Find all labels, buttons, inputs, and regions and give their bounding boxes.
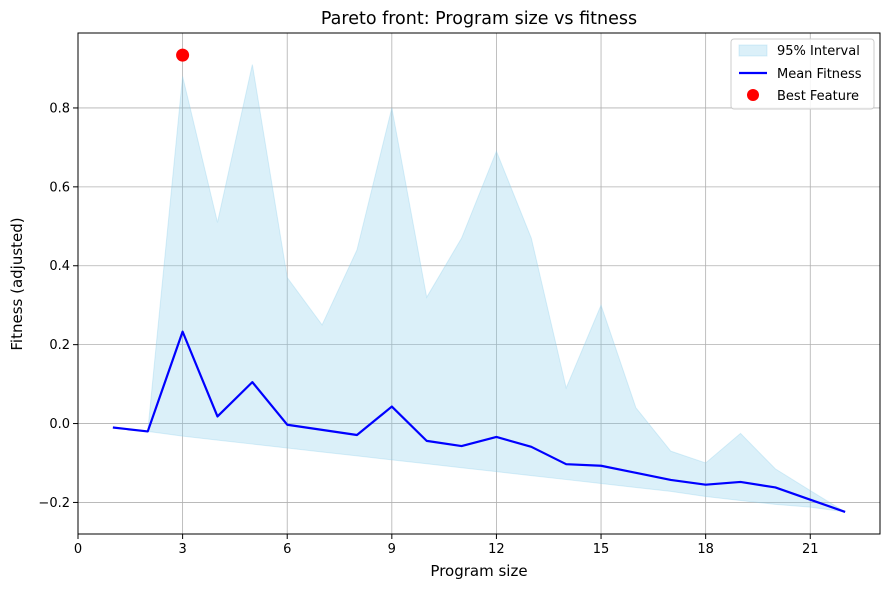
best-point-layer [176, 48, 190, 62]
x-axis-ticks: 0 3 6 9 12 15 18 21 [74, 534, 819, 557]
grid [77, 33, 880, 534]
chart-title: Pareto front: Program size vs fitness [321, 9, 637, 29]
legend-label-best: Best Feature [777, 89, 859, 104]
mean-fitness-line [112, 330, 846, 513]
x-tick-label: 6 [283, 542, 291, 557]
legend: 95% Interval Mean Fitness Best Feature [730, 38, 875, 110]
x-tick-label: 3 [178, 542, 186, 557]
y-tick-label: 0.8 [49, 101, 70, 116]
x-tick-label: 15 [593, 542, 610, 557]
plot-frame [77, 32, 881, 535]
x-tick-label: 21 [802, 542, 819, 557]
legend-label-mean: Mean Fitness [777, 67, 862, 82]
y-axis-ticks: −0.2 0.0 0.2 0.4 0.6 0.8 [38, 101, 78, 511]
x-axis-label: Program size [430, 562, 527, 580]
y-tick-label: 0.0 [49, 417, 70, 432]
x-tick-label: 0 [74, 542, 82, 557]
y-tick-label: 0.2 [49, 338, 70, 353]
x-tick-label: 9 [388, 542, 396, 557]
y-tick-label: 0.4 [49, 259, 70, 274]
mean-line-layer [112, 330, 846, 513]
legend-swatch-interval [738, 44, 768, 57]
x-tick-label: 12 [488, 542, 505, 557]
legend-swatch-best [747, 89, 759, 101]
x-tick-label: 18 [697, 542, 714, 557]
legend-box [730, 38, 875, 110]
y-tick-label: 0.6 [49, 180, 70, 195]
legend-label-interval: 95% Interval [777, 44, 860, 59]
best-feature-point [176, 48, 190, 62]
y-axis-label: Fitness (adjusted) [8, 217, 26, 350]
y-tick-label: −0.2 [38, 496, 70, 511]
